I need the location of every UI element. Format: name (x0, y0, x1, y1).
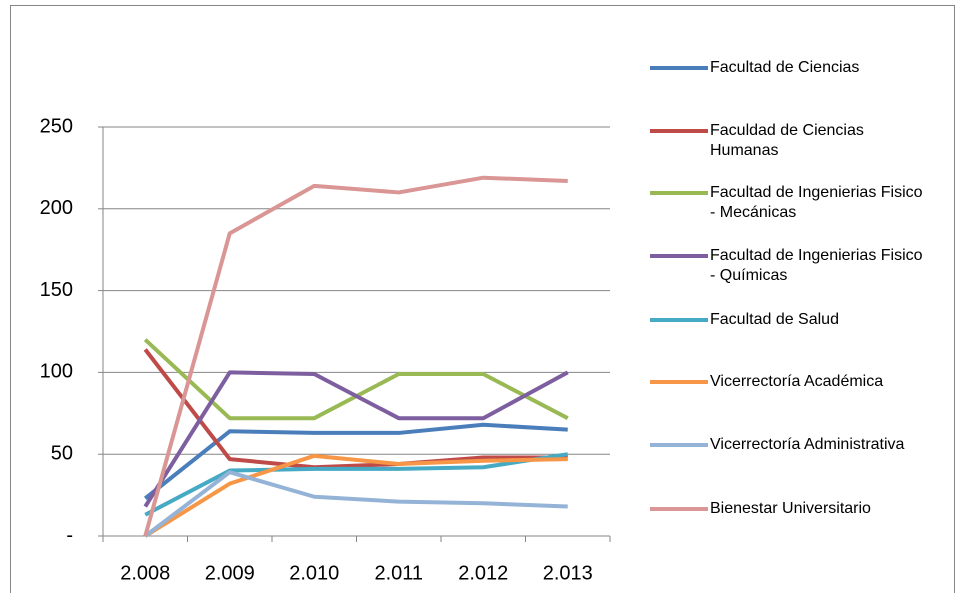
x-tick-label: 2.009 (205, 562, 255, 584)
legend-label: Facultad de Ciencias (710, 59, 860, 76)
y-tick-label: 200 (40, 197, 73, 219)
series-line (144, 470, 568, 538)
legend-label: Facultad de Salud (710, 311, 839, 328)
y-tick-label: 150 (40, 279, 73, 301)
x-tick-label: 2.013 (543, 562, 593, 584)
legend-label: Bienestar Universitario (710, 500, 871, 517)
series-line (144, 453, 568, 538)
y-tick-label: 100 (40, 361, 73, 383)
x-tick-label: 2.012 (458, 562, 508, 584)
series-line (143, 370, 569, 508)
legend-label: Faculdad de Ciencias Humanas (710, 122, 864, 159)
legend-label: Vicerrectoría Académica (710, 373, 884, 390)
y-tick-label: 50 (51, 442, 73, 464)
x-tick-label: 2.010 (289, 562, 339, 584)
y-tick-label: - (66, 524, 73, 546)
legend-label: Vicerrectoría Administrativa (710, 436, 905, 453)
x-tick-label: 2.008 (120, 562, 170, 584)
y-tick-label: 250 (40, 115, 73, 137)
legend-label: Facultad de Ingenierias Fisico - Mecánic… (710, 184, 923, 221)
chart-border (10, 5, 955, 593)
series-line (143, 348, 568, 470)
legend-label: Facultad de Ingenierias Fisico - Química… (710, 247, 923, 284)
series-line (143, 175, 568, 537)
x-tick-label: 2.011 (374, 562, 423, 584)
series-line (144, 452, 569, 517)
